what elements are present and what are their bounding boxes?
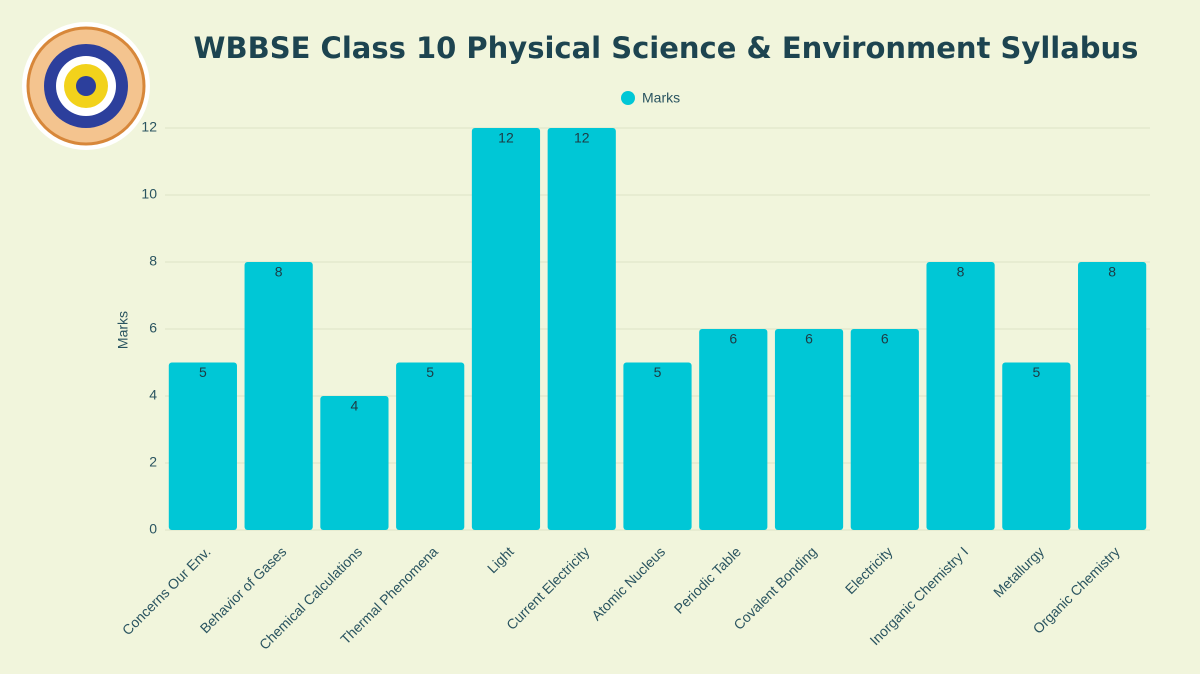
y-tick-label: 12 [141,119,157,135]
bar [244,262,313,530]
data-label: 12 [498,130,514,146]
y-tick-label: 4 [149,387,157,403]
y-axis-label: Marks [115,311,131,349]
y-tick-label: 8 [149,253,157,269]
data-label: 8 [1108,264,1116,280]
bar [623,362,692,530]
legend: Marks [621,90,680,106]
data-label: 5 [654,364,662,380]
y-tick-label: 0 [149,521,157,537]
chart-title: WBBSE Class 10 Physical Science & Enviro… [194,31,1139,65]
y-tick-label: 10 [141,186,157,202]
bar [774,329,844,530]
logo [22,22,150,150]
legend-label: Marks [642,90,680,106]
bar [168,362,237,530]
data-label: 5 [1032,364,1040,380]
data-label: 5 [199,364,207,380]
legend-marker [621,91,635,105]
bar [699,329,768,530]
bar [850,329,919,530]
bar [320,396,389,530]
y-tick-label: 6 [149,320,157,336]
data-label: 8 [275,264,283,280]
bar [926,262,995,530]
bar [1002,362,1071,530]
data-label: 6 [881,331,889,347]
data-label: 8 [957,264,965,280]
data-label: 5 [426,364,434,380]
bar [396,362,465,530]
data-label: 6 [729,331,737,347]
data-label: 6 [805,331,813,347]
bar [1078,262,1147,530]
y-tick-label: 2 [149,454,157,470]
bar [547,128,616,530]
data-label: 12 [574,130,590,146]
bar [471,128,541,530]
data-label: 4 [351,398,359,414]
